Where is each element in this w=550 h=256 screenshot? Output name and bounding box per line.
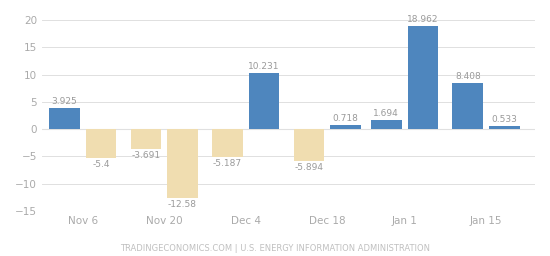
Text: 0.718: 0.718 — [333, 114, 359, 123]
Bar — [249, 73, 279, 129]
Text: 0.533: 0.533 — [492, 115, 518, 124]
Bar — [212, 129, 243, 157]
Text: -5.4: -5.4 — [92, 161, 109, 169]
Text: 8.408: 8.408 — [455, 72, 481, 81]
Text: 10.231: 10.231 — [248, 62, 280, 71]
Text: TRADINGECONOMICS.COM | U.S. ENERGY INFORMATION ADMINISTRATION: TRADINGECONOMICS.COM | U.S. ENERGY INFOR… — [120, 244, 430, 253]
Bar — [330, 125, 361, 129]
Bar — [86, 129, 116, 158]
Text: 1.694: 1.694 — [373, 109, 399, 118]
Bar — [49, 108, 80, 129]
Text: -5.894: -5.894 — [294, 163, 323, 172]
Bar — [167, 129, 198, 198]
Bar — [453, 83, 483, 129]
Bar — [408, 26, 438, 129]
Text: 3.925: 3.925 — [51, 97, 77, 106]
Bar — [371, 120, 402, 129]
Bar — [130, 129, 161, 149]
Text: -3.691: -3.691 — [131, 151, 161, 160]
Text: -12.58: -12.58 — [168, 199, 197, 208]
Text: 18.962: 18.962 — [407, 15, 439, 24]
Text: -5.187: -5.187 — [213, 159, 242, 168]
Bar — [294, 129, 324, 161]
Bar — [489, 126, 520, 129]
